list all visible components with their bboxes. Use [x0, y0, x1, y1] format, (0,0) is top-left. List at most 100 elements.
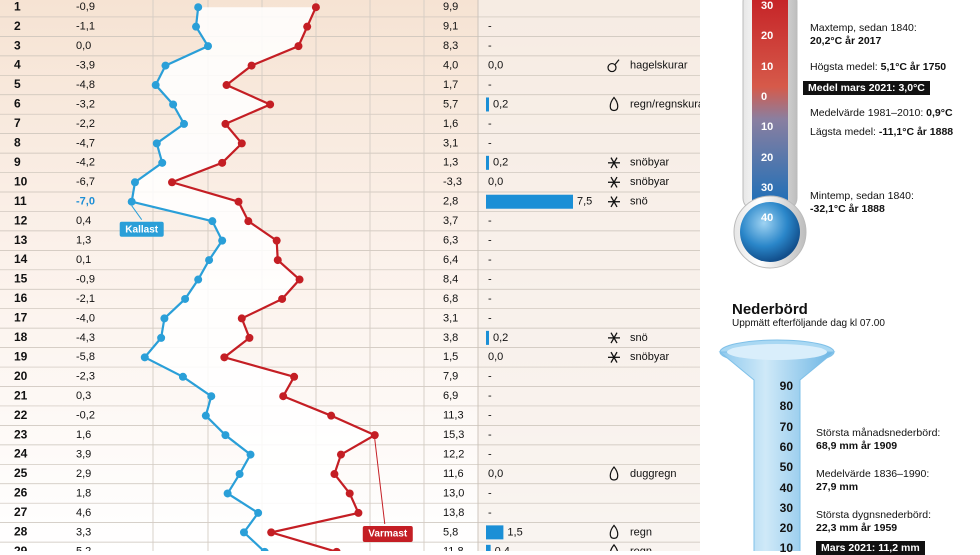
min-temp-point	[235, 470, 244, 479]
day-number: 6	[14, 97, 21, 111]
min-temp-value: -0,9	[76, 1, 95, 13]
day-number: 13	[14, 233, 28, 247]
max-temp-value: 7,9	[443, 371, 458, 383]
day-number: 8	[14, 136, 21, 150]
max-temp-point	[234, 197, 243, 206]
min-label-box	[119, 221, 164, 237]
precip-value: -	[488, 235, 492, 247]
weather-table-chart: 1 -0,9 9,92 -1,1 9,1 -3 0,0 8,3 -4 -3,9 4,0 0,0 hage…	[0, 0, 700, 551]
max-temp-value: 4,0	[443, 59, 458, 71]
max-temp-value: 11,6	[443, 468, 464, 480]
max-temp-point	[218, 158, 227, 167]
precip-value: 0,0	[488, 59, 503, 71]
precip-value: -	[488, 273, 492, 285]
max-temp-value: 9,9	[443, 1, 458, 13]
max-temp-point	[273, 256, 282, 265]
max-temp-point	[247, 61, 256, 70]
min-temp-value: 3,9	[76, 448, 91, 460]
drop-icon	[609, 524, 619, 539]
max-temp-value: 13,8	[443, 507, 464, 519]
max-temp-point	[303, 22, 312, 31]
drop-icon	[610, 543, 618, 551]
max-temp-point	[345, 489, 354, 498]
snowflake-icon	[608, 176, 620, 188]
min-temp-value: -7,0	[76, 196, 95, 208]
precip-bar	[486, 155, 489, 170]
right-panel: 30 20 10 0 10 20 30 40 Maxtemp, sedan 1840: 20,2…	[700, 0, 980, 555]
min-temp-point	[194, 3, 203, 12]
day-number: 20	[14, 369, 28, 383]
max-temp-point	[168, 178, 177, 187]
max-temp-value: 6,3	[443, 235, 458, 247]
max-temp-value: 13,0	[443, 487, 464, 499]
min-temp-point	[157, 333, 166, 342]
day-number: 26	[14, 486, 28, 500]
max-temp-value: 11,8	[443, 546, 464, 551]
min-temp-value: 5,2	[76, 546, 91, 551]
max-temp-value: 3,1	[443, 312, 458, 324]
min-temp-value: -3,2	[76, 98, 95, 110]
weather-label: regn	[630, 526, 652, 538]
precip-value: 7,5	[577, 196, 592, 208]
rain-gauge-graphic	[718, 339, 836, 551]
max-temp-value: 1,3	[443, 157, 458, 169]
max-temp-point	[332, 547, 341, 551]
max-temp-value: 11,3	[443, 410, 464, 422]
min-temp-point	[205, 256, 214, 265]
rain-gauge-tick-label: 80	[779, 399, 793, 414]
min-temp-point	[207, 392, 216, 401]
day-number: 21	[14, 388, 28, 402]
min-temp-value: 0,0	[76, 40, 91, 52]
weather-label: snöbyar	[630, 351, 669, 363]
max-temp-point	[220, 353, 229, 362]
max-temp-point	[222, 81, 231, 90]
rain-gauge-tick-label: 50	[779, 460, 793, 475]
max-temp-point	[290, 372, 299, 381]
thermometer-tick-label: 10	[761, 121, 774, 134]
thermometer-tick-label: 40	[761, 212, 774, 225]
min-temp-point	[127, 197, 136, 206]
precip-bar	[486, 194, 573, 209]
thermometer-tick-label: 0	[761, 90, 768, 103]
precip-value: 0,0	[488, 176, 503, 188]
snowflake-icon	[608, 332, 620, 344]
precip-value: 0,2	[493, 98, 508, 110]
max-temp-value: 8,3	[443, 40, 458, 52]
precip-subtitle: Uppmätt efterföljande dag kl 07.00	[732, 318, 885, 329]
max-temp-value: 6,8	[443, 293, 458, 305]
min-temp-point	[181, 294, 190, 303]
day-number: 14	[14, 252, 28, 266]
precip-value: 0,0	[488, 468, 503, 480]
precip-title: Nederbörd	[732, 301, 808, 318]
snowflake-icon	[608, 196, 620, 208]
max-temp-value: 1,7	[443, 79, 458, 91]
day-number: 12	[14, 213, 28, 227]
max-temp-point	[370, 431, 379, 440]
min-temp-value: -4,3	[76, 332, 95, 344]
max-label-leader	[374, 439, 386, 525]
day-number: 10	[14, 174, 28, 188]
min-temp-value: 0,1	[76, 254, 91, 266]
max-temp-point	[278, 294, 287, 303]
drop-icon	[609, 466, 619, 481]
day-number: 25	[14, 466, 28, 480]
min-temp-point	[152, 139, 161, 148]
weather-label: duggregn	[630, 468, 677, 480]
rain-gauge-tick-label: 60	[779, 439, 793, 454]
day-number: 19	[14, 349, 28, 363]
min-temp-point	[260, 547, 269, 551]
precip-value: -	[488, 79, 492, 91]
min-temp-point	[169, 100, 178, 109]
min-temp-value: 1,6	[76, 429, 91, 441]
day-number: 23	[14, 427, 28, 441]
thermometer-annotation: Lägsta medel: -11,1°C år 1888	[810, 126, 954, 138]
min-temp-point	[221, 431, 230, 440]
thermometer-annotation: Mintemp, sedan 1840: -32,1°C år 1888	[810, 190, 914, 215]
precip-bar	[486, 544, 491, 551]
min-temp-value: 4,6	[76, 507, 91, 519]
max-temp-value: 5,7	[443, 98, 458, 110]
min-temp-point	[180, 119, 189, 128]
min-temp-value: -4,8	[76, 79, 95, 91]
max-temp-point	[237, 314, 246, 323]
